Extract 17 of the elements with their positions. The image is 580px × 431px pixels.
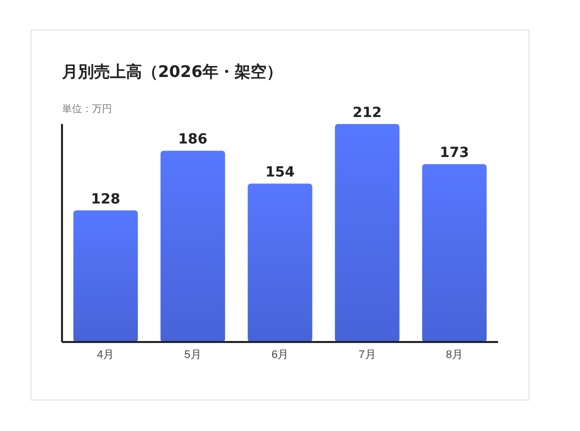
x-tick-label: 7月 <box>358 348 376 361</box>
data-label: 212 <box>352 105 382 121</box>
bar <box>334 124 400 342</box>
bar <box>248 184 312 342</box>
x-tick-label: 5月 <box>184 348 202 361</box>
data-label: 173 <box>440 145 470 162</box>
bar <box>73 210 138 342</box>
bar <box>160 150 226 342</box>
x-tick-label: 6月 <box>271 348 289 361</box>
data-label: 154 <box>265 164 295 181</box>
bar <box>422 164 487 342</box>
text: 単位：万円 <box>62 103 112 115</box>
data-label: 186 <box>178 132 208 148</box>
x-tick-label: 8月 <box>446 348 463 361</box>
data-label: 128 <box>90 191 120 208</box>
chart-title: 月別売上高（2026年・架空） <box>61 62 283 81</box>
x-tick-label: 4月 <box>97 348 114 361</box>
